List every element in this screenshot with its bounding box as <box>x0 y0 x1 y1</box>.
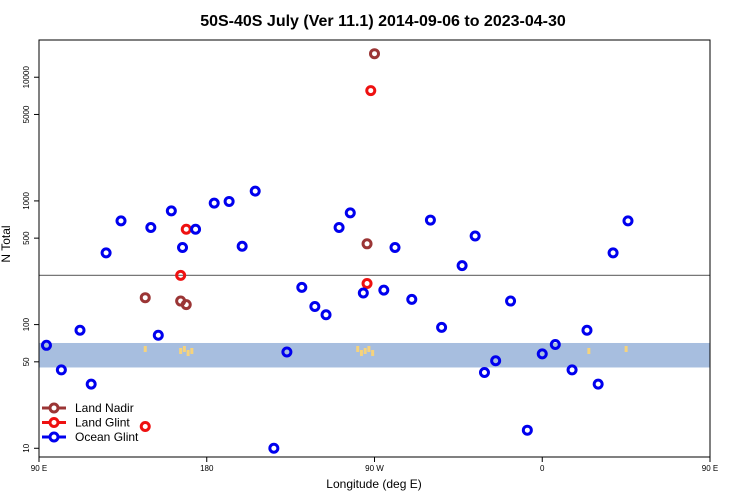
data-point <box>236 240 248 252</box>
data-point <box>175 269 187 281</box>
data-point <box>165 205 177 217</box>
band <box>39 342 710 368</box>
data-point <box>549 339 561 351</box>
data-point <box>378 284 390 296</box>
x-tick-label: 180 <box>200 464 214 473</box>
legend-marker <box>48 402 60 414</box>
data-point <box>478 366 490 378</box>
legend-label: Land Glint <box>75 416 130 430</box>
data-point <box>249 185 261 197</box>
legend-marker <box>48 417 60 428</box>
data-point <box>357 287 369 299</box>
data-point <box>581 324 593 336</box>
land-mark <box>624 345 628 352</box>
data-point <box>361 277 373 289</box>
x-tick-label: 0 <box>540 464 545 473</box>
data-point <box>309 301 321 313</box>
data-point <box>490 355 502 367</box>
land-mark <box>587 347 591 354</box>
data-point <box>40 339 52 351</box>
data-point <box>281 346 293 358</box>
y-tick-label: 100 <box>22 317 31 331</box>
x-tick-label: 90 E <box>702 464 718 473</box>
data-point <box>223 195 235 207</box>
land-mark <box>363 347 367 354</box>
plot-content <box>39 48 710 454</box>
data-point <box>361 238 373 250</box>
land-mark <box>359 349 363 356</box>
y-tick-label: 50 <box>22 357 31 366</box>
land-mark <box>186 349 190 356</box>
data-point <box>505 295 517 307</box>
land-mark <box>356 345 360 352</box>
land-mark <box>367 345 371 352</box>
data-point <box>369 48 380 60</box>
land-mark <box>179 347 183 354</box>
data-point <box>180 299 192 311</box>
data-point <box>389 242 401 254</box>
y-tick-label: 500 <box>22 231 31 245</box>
data-point <box>607 247 619 259</box>
land-mark <box>190 347 194 354</box>
data-point <box>85 378 97 390</box>
legend-label: Land Nadir <box>75 401 134 415</box>
data-point <box>469 230 481 242</box>
data-point <box>139 420 151 432</box>
data-point <box>436 321 448 333</box>
data-point <box>268 442 280 454</box>
plot-frame <box>38 39 711 458</box>
data-point <box>74 324 86 336</box>
land-mark <box>371 349 375 356</box>
y-tick-label: 10000 <box>22 66 31 89</box>
y-tick-label: 10 <box>22 443 31 452</box>
data-point <box>592 378 604 390</box>
data-point <box>115 215 127 227</box>
data-point <box>145 221 157 233</box>
data-point <box>622 215 634 227</box>
data-point <box>521 424 533 436</box>
legend-label: Ocean Glint <box>75 430 139 444</box>
data-point <box>456 260 468 272</box>
legend-marker <box>48 431 60 443</box>
data-point <box>365 85 377 97</box>
y-tick-label: 1000 <box>22 191 31 209</box>
land-mark <box>143 345 147 352</box>
data-point <box>424 214 436 226</box>
x-axis-label: Longitude (deg E) <box>326 477 421 491</box>
data-point <box>296 281 308 293</box>
y-tick-label: 5000 <box>22 105 31 123</box>
data-point <box>333 221 345 233</box>
x-tick-label: 90 E <box>31 464 47 473</box>
data-point <box>190 223 202 235</box>
data-point <box>344 207 356 219</box>
data-point <box>566 364 578 376</box>
y-axis-label: N Total <box>0 225 13 262</box>
data-point <box>100 247 112 259</box>
chart-title: 50S-40S July (Ver 11.1) 2014-09-06 to 20… <box>200 13 566 30</box>
data-point <box>152 329 164 341</box>
land-mark <box>182 345 186 352</box>
data-point <box>180 223 192 235</box>
data-point <box>536 348 548 360</box>
data-point <box>208 197 220 209</box>
x-tick-label: 90 W <box>365 464 384 473</box>
data-point <box>139 292 151 304</box>
data-point <box>177 242 189 254</box>
data-point <box>55 364 67 376</box>
data-point <box>320 309 332 321</box>
data-point <box>406 293 418 305</box>
